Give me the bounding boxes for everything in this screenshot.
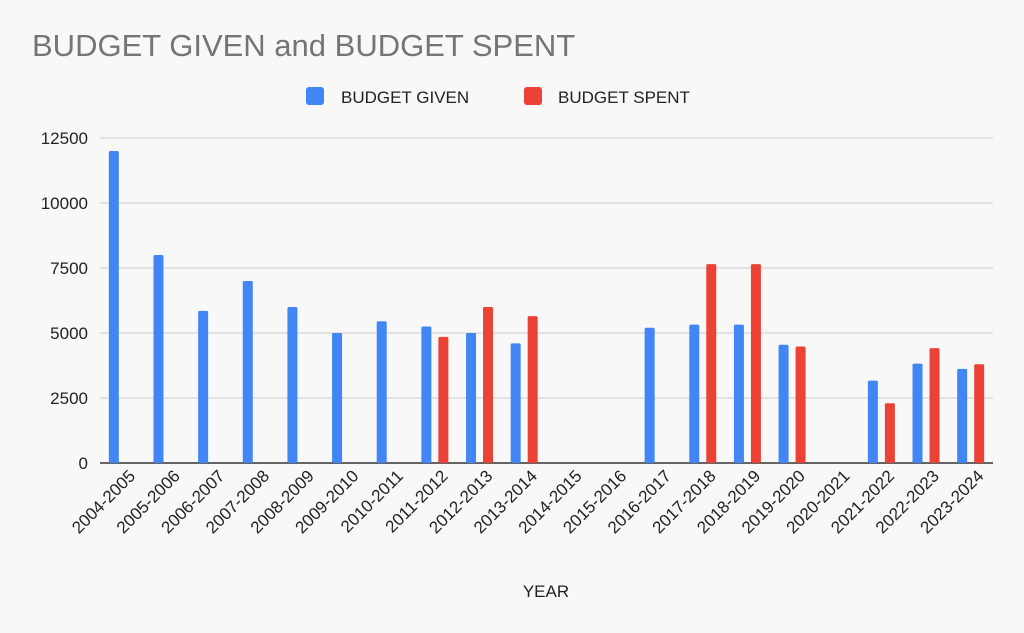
x-axis-title: YEAR <box>523 582 569 601</box>
bar-budget-spent <box>884 403 895 463</box>
chart-title: BUDGET GIVEN and BUDGET SPENT <box>32 28 575 63</box>
legend-label: BUDGET GIVEN <box>341 88 469 107</box>
legend: BUDGET GIVEN BUDGET SPENT <box>306 87 690 107</box>
bar-budget-given <box>644 327 655 463</box>
bar-budget-spent <box>750 264 761 463</box>
bar-budget-given <box>108 151 119 463</box>
y-tick-label: 12500 <box>41 129 88 148</box>
bar-budget-given <box>287 307 298 463</box>
y-tick-label: 0 <box>79 454 88 473</box>
bar-budget-spent <box>929 348 940 463</box>
bar-budget-given <box>778 344 789 463</box>
bar-budget-given <box>510 343 521 463</box>
x-axis-ticks: 2004-20052005-20062006-20072007-20082008… <box>68 466 987 537</box>
bar-budget-spent <box>795 346 806 463</box>
bar-budget-given <box>733 324 744 463</box>
bar-budget-given <box>242 281 253 463</box>
gridlines <box>100 137 993 464</box>
bar-budget-spent <box>527 316 538 463</box>
bars <box>108 151 985 463</box>
y-tick-label: 7500 <box>50 259 88 278</box>
bar-budget-spent <box>706 264 717 463</box>
bar-budget-given <box>466 333 477 463</box>
legend-swatch <box>524 87 542 105</box>
bar-budget-given <box>689 324 700 463</box>
bar-budget-given <box>867 380 878 463</box>
legend-swatch <box>306 87 324 105</box>
bar-budget-given <box>198 310 209 463</box>
bar-budget-given <box>957 368 968 463</box>
y-tick-label: 10000 <box>41 194 88 213</box>
y-axis-ticks: 0 2500 5000 7500 10000 12500 <box>41 129 88 473</box>
bar-budget-spent <box>974 364 985 463</box>
legend-label: BUDGET SPENT <box>558 88 690 107</box>
bar-budget-spent <box>483 307 494 463</box>
y-tick-label: 2500 <box>50 389 88 408</box>
bar-budget-given <box>376 321 387 463</box>
y-tick-label: 5000 <box>50 324 88 343</box>
bar-budget-given <box>153 255 164 463</box>
bar-budget-given <box>912 363 923 463</box>
bar-budget-given <box>421 326 432 463</box>
bar-budget-spent <box>438 336 449 463</box>
bar-budget-given <box>332 333 343 463</box>
